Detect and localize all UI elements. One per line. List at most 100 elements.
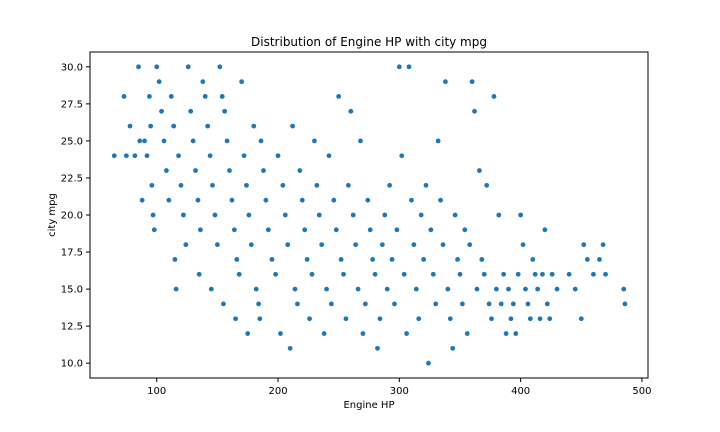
data-point: [233, 316, 238, 322]
data-point: [273, 271, 278, 277]
data-point: [338, 257, 344, 262]
data-point: [486, 301, 492, 307]
data-point: [251, 123, 257, 129]
x-ticks: 100 200 300 400 500: [147, 378, 651, 397]
data-point: [479, 257, 485, 262]
data-point: [413, 286, 419, 292]
y-tick-label: 30.0: [61, 62, 83, 73]
data-point: [164, 168, 169, 173]
data-point: [542, 227, 548, 233]
data-point: [484, 182, 490, 188]
data-point: [621, 286, 627, 292]
data-point: [299, 197, 305, 203]
data-point: [426, 360, 431, 366]
data-point: [416, 316, 422, 322]
data-point: [263, 197, 269, 203]
data-point: [181, 212, 186, 218]
data-point: [462, 227, 468, 233]
data-point: [205, 123, 211, 129]
data-point: [123, 153, 129, 159]
data-point: [282, 212, 288, 218]
data-point: [510, 301, 516, 307]
data-point: [278, 331, 283, 336]
data-point: [348, 108, 354, 114]
data-point: [428, 227, 434, 233]
data-point: [227, 168, 232, 173]
data-point: [231, 227, 237, 233]
data-point: [307, 316, 312, 322]
y-tick-label: 22.5: [61, 173, 83, 184]
data-point: [341, 271, 346, 277]
data-point: [578, 316, 584, 322]
data-point: [467, 242, 473, 248]
data-point: [438, 197, 443, 203]
x-axis-label: Engine HP: [343, 400, 394, 411]
data-point: [212, 212, 218, 218]
data-point: [256, 301, 262, 307]
data-point: [518, 212, 524, 218]
data-point: [443, 79, 448, 85]
data-point: [200, 79, 206, 85]
data-point: [435, 138, 441, 144]
data-point: [355, 286, 361, 292]
x-tick-label: 500: [632, 386, 651, 397]
data-point: [161, 138, 167, 144]
y-tick-label: 15.0: [61, 285, 83, 296]
y-axis-label: city mpg: [47, 193, 58, 237]
data-point: [333, 227, 339, 233]
data-point: [304, 257, 310, 262]
y-tick-label: 17.5: [61, 248, 83, 259]
data-point: [411, 242, 417, 248]
data-point: [472, 108, 477, 114]
plot-frame: [89, 51, 649, 379]
data-point: [365, 197, 371, 203]
data-point: [217, 64, 223, 70]
data-point: [222, 108, 228, 114]
data-point: [508, 316, 514, 322]
data-point: [350, 212, 356, 218]
data-point: [491, 94, 497, 99]
data-point: [464, 331, 470, 336]
data-point: [345, 182, 351, 188]
data-point: [544, 301, 550, 307]
data-point: [234, 257, 240, 262]
data-point: [406, 64, 412, 70]
chart-title: Distribution of Engine HP with city mpg: [251, 35, 487, 49]
data-point: [245, 331, 251, 336]
data-point: [292, 286, 298, 292]
data-point: [172, 257, 178, 262]
data-point: [257, 316, 263, 322]
y-tick-label: 10.0: [61, 359, 83, 370]
data-point: [603, 271, 608, 277]
data-point: [597, 257, 602, 262]
data-point: [239, 79, 245, 85]
data-point: [244, 182, 249, 188]
data-point: [295, 301, 300, 307]
data-point: [331, 197, 337, 203]
data-point: [455, 257, 460, 262]
data-point: [401, 271, 407, 277]
y-tick-label: 25.0: [61, 136, 83, 147]
data-point: [452, 212, 458, 218]
data-point: [195, 197, 201, 203]
data-point: [202, 94, 208, 99]
y-ticks: 10.0 12.5 15.0 17.5 20.0 22.5 25.0 27.5 30.0: [61, 62, 90, 370]
data-point: [547, 316, 553, 322]
data-point: [159, 108, 164, 114]
data-point: [329, 301, 334, 307]
plot-area: 100 200 300 400 500 10.0 12.5 15.0 17.5 20.0 22.5…: [61, 51, 651, 397]
y-tick-label: 27.5: [61, 99, 83, 110]
data-point: [139, 197, 145, 203]
data-point: [362, 301, 368, 307]
data-point: [166, 197, 172, 203]
data-point: [387, 182, 393, 188]
data-point: [498, 301, 504, 307]
data-point: [207, 153, 213, 159]
data-point: [183, 242, 189, 248]
data-point: [532, 271, 538, 277]
data-point: [394, 227, 400, 233]
data-point: [358, 138, 363, 144]
data-point: [275, 153, 281, 159]
data-point: [409, 197, 414, 203]
